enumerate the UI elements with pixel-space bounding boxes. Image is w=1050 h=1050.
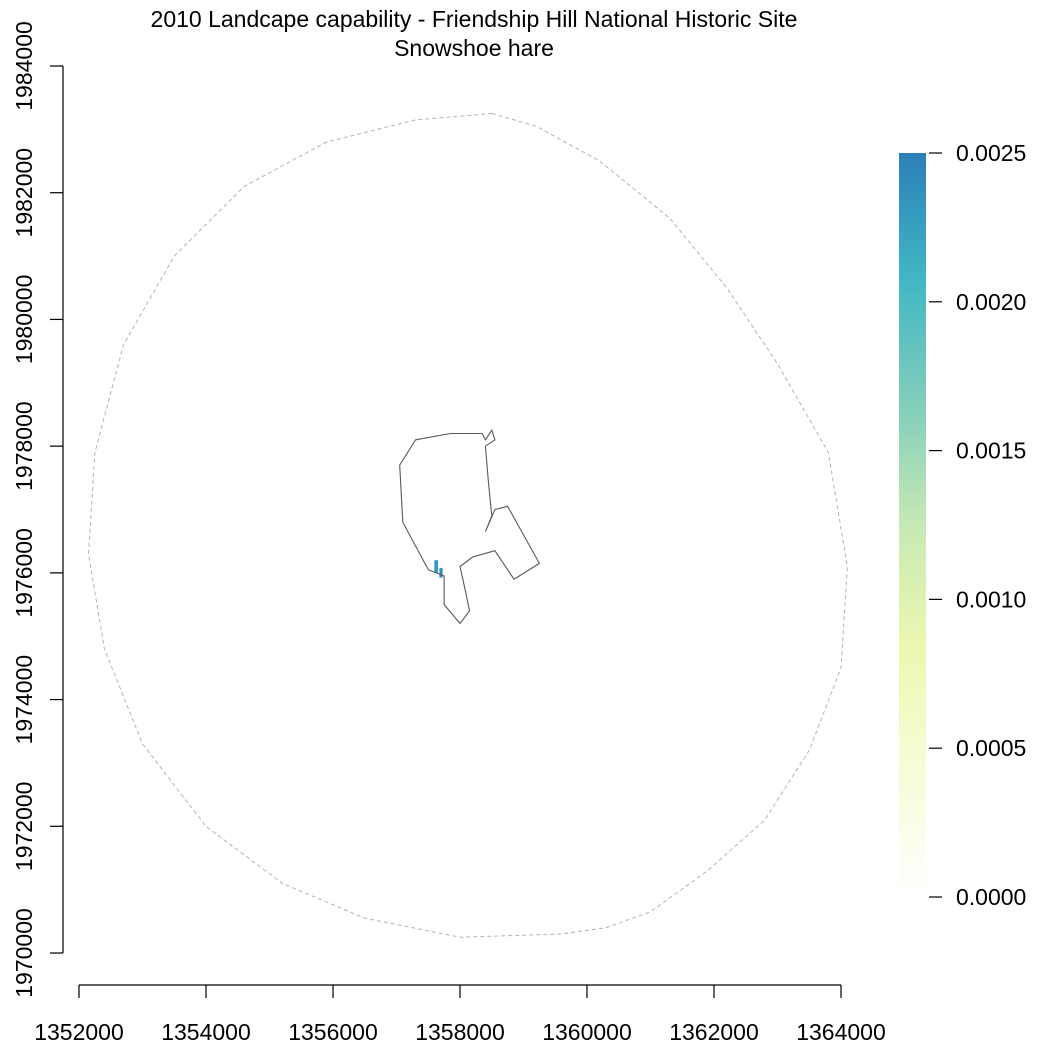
legend-color-bar: [899, 153, 926, 897]
x-tick-label: 1352000: [34, 1019, 124, 1045]
legend-tick-label: 0.0015: [956, 438, 1026, 464]
chart-title: 2010 Landcape capability - Friendship Hi…: [151, 6, 798, 32]
x-axis: 1352000 1354000 1356000 1358000 1360000 13620…: [34, 984, 886, 1045]
capability-cell: [434, 560, 439, 573]
x-tick-label: 1356000: [288, 1019, 378, 1045]
y-tick-label: 1978000: [11, 401, 37, 491]
legend-tick-label: 0.0005: [956, 735, 1026, 761]
x-tick-label: 1362000: [669, 1019, 759, 1045]
x-tick-label: 1360000: [542, 1019, 632, 1045]
x-tick-label: 1358000: [415, 1019, 505, 1045]
legend-tick-label: 0.0010: [956, 586, 1026, 612]
y-tick-label: 1982000: [11, 148, 37, 238]
legend-tick-label: 0.0000: [956, 884, 1026, 910]
chart-subtitle: Snowshoe hare: [394, 35, 554, 61]
y-tick-label: 1980000: [11, 275, 37, 365]
map-layer: [87, 112, 848, 938]
x-tick-label: 1354000: [161, 1019, 251, 1045]
park-boundary: [399, 429, 541, 625]
y-tick-label: 1974000: [11, 655, 37, 745]
capability-cell: [439, 568, 443, 578]
legend-tick-label: 0.0020: [956, 289, 1026, 315]
y-tick-label: 1984000: [11, 21, 37, 111]
y-tick-label: 1970000: [11, 908, 37, 998]
color-legend: 0.0000 0.0005 0.0010 0.0015 0.0020 0.0025: [899, 140, 1026, 910]
legend-tick-label: 0.0025: [956, 140, 1026, 166]
y-axis: 1970000 1972000 1974000 1976000 1978000 19800…: [11, 21, 64, 998]
y-tick-label: 1976000: [11, 528, 37, 618]
buffer-ring: [87, 112, 848, 938]
x-tick-label: 1364000: [796, 1019, 886, 1045]
y-tick-label: 1972000: [11, 782, 37, 872]
